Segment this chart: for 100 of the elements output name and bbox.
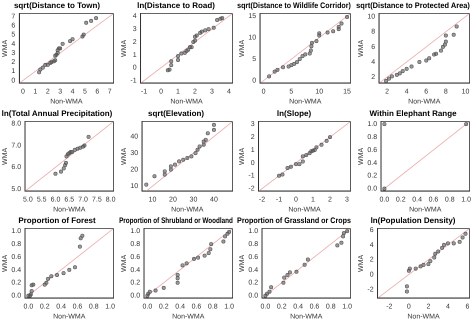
point (454, 24, 458, 28)
point (49, 274, 54, 279)
point (421, 263, 426, 268)
point (288, 270, 292, 275)
point (86, 134, 91, 138)
point (197, 144, 202, 148)
point (80, 234, 84, 238)
point (53, 171, 58, 176)
point (211, 128, 216, 132)
point (206, 27, 210, 32)
point (282, 276, 286, 280)
point (418, 264, 422, 269)
point (326, 30, 330, 35)
point (292, 62, 296, 66)
chart-title: Proportion of Shrubland or Woodland (118, 216, 232, 226)
point (180, 157, 185, 162)
point (445, 242, 450, 246)
point (303, 52, 308, 56)
point (320, 142, 324, 146)
point (317, 31, 322, 36)
point (176, 58, 180, 62)
point (168, 63, 173, 68)
point (275, 68, 280, 72)
point (314, 145, 318, 150)
point (211, 26, 216, 30)
point (306, 258, 310, 262)
point (211, 122, 216, 127)
point (300, 154, 305, 158)
point (153, 288, 158, 293)
point (205, 130, 210, 135)
point (68, 39, 72, 44)
point (309, 44, 314, 48)
point (404, 66, 408, 71)
point (457, 240, 462, 244)
point (46, 277, 50, 282)
point (208, 248, 212, 252)
point (89, 18, 94, 23)
point (272, 70, 277, 74)
point (78, 236, 83, 241)
chart-title: sqrt(Distance to Protected Area) (356, 0, 470, 10)
chart-title: sqrt(Elevation) (147, 108, 204, 118)
point (442, 243, 446, 248)
point (168, 167, 172, 172)
point (432, 256, 436, 260)
point (184, 156, 189, 160)
point (94, 16, 98, 20)
chart-title: Proportion of Grassland or Crops (237, 216, 351, 226)
point (451, 242, 456, 246)
point (394, 72, 398, 77)
point (389, 74, 394, 78)
point (440, 44, 444, 49)
point (426, 262, 430, 266)
point (345, 15, 350, 20)
point (168, 59, 173, 64)
point (440, 246, 444, 250)
point (70, 37, 75, 42)
point (62, 271, 66, 276)
point (188, 154, 193, 158)
point (84, 20, 88, 25)
point (175, 276, 180, 281)
point (58, 169, 63, 174)
point (280, 172, 284, 176)
chart-title: ln(Distance to Road) (136, 1, 215, 10)
point (281, 65, 286, 70)
point (339, 241, 344, 246)
point (428, 259, 432, 264)
point (62, 166, 66, 170)
point (176, 54, 180, 58)
point (335, 244, 340, 248)
point (222, 234, 227, 239)
point (314, 39, 318, 44)
point (286, 166, 290, 170)
point (162, 172, 166, 176)
point (168, 164, 172, 168)
point (460, 236, 464, 240)
chart-title: sqrt(Distance to Town) (14, 1, 100, 10)
point (451, 32, 456, 37)
point (202, 254, 206, 258)
point (443, 34, 448, 38)
point (294, 60, 299, 64)
point (289, 63, 294, 68)
point (78, 244, 82, 249)
point (67, 268, 72, 272)
point (184, 262, 188, 266)
point (72, 266, 77, 270)
point (269, 286, 274, 290)
point (37, 70, 42, 74)
chart-title: ln(Population Density) (370, 216, 456, 226)
point (304, 152, 308, 157)
point (336, 24, 341, 29)
point (294, 162, 298, 166)
point (407, 266, 412, 271)
point (38, 67, 42, 72)
point (288, 164, 293, 168)
point (201, 142, 206, 146)
point (413, 266, 418, 271)
point (300, 159, 305, 164)
point (144, 182, 148, 186)
point (267, 74, 272, 78)
point (195, 147, 200, 152)
